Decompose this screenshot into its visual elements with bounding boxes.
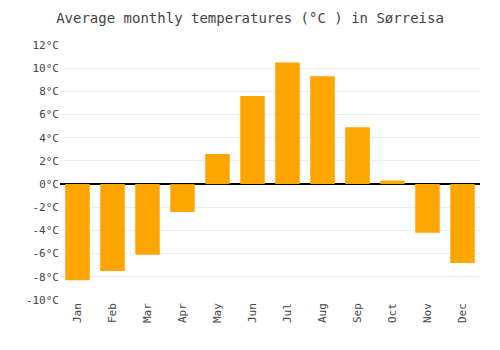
svg-text:Aug: Aug bbox=[316, 303, 329, 323]
svg-text:-4°C: -4°C bbox=[33, 224, 60, 237]
svg-text:Jan: Jan bbox=[71, 303, 84, 323]
svg-text:0°C: 0°C bbox=[39, 178, 59, 191]
svg-text:Oct: Oct bbox=[386, 303, 399, 323]
svg-text:Apr: Apr bbox=[176, 303, 189, 323]
svg-text:-6°C: -6°C bbox=[33, 247, 60, 260]
svg-text:2°C: 2°C bbox=[39, 155, 59, 168]
svg-text:Mar: Mar bbox=[141, 303, 154, 323]
svg-text:12°C: 12°C bbox=[33, 39, 60, 52]
svg-text:-10°C: -10°C bbox=[26, 294, 59, 307]
svg-text:May: May bbox=[211, 303, 224, 323]
svg-text:8°C: 8°C bbox=[39, 85, 59, 98]
svg-text:6°C: 6°C bbox=[39, 108, 59, 121]
svg-text:10°C: 10°C bbox=[33, 62, 60, 75]
svg-text:Dec: Dec bbox=[456, 303, 469, 323]
svg-text:Feb: Feb bbox=[106, 303, 119, 323]
svg-text:-8°C: -8°C bbox=[33, 271, 60, 284]
svg-text:-2°C: -2°C bbox=[33, 201, 60, 214]
svg-text:Sep: Sep bbox=[351, 303, 364, 323]
svg-text:4°C: 4°C bbox=[39, 132, 59, 145]
svg-text:Jun: Jun bbox=[246, 303, 259, 323]
svg-text:Nov: Nov bbox=[421, 303, 434, 323]
svg-text:Jul: Jul bbox=[281, 303, 294, 323]
svg-text:Average monthly temperatures (: Average monthly temperatures (°C ) in Sø… bbox=[56, 10, 444, 26]
